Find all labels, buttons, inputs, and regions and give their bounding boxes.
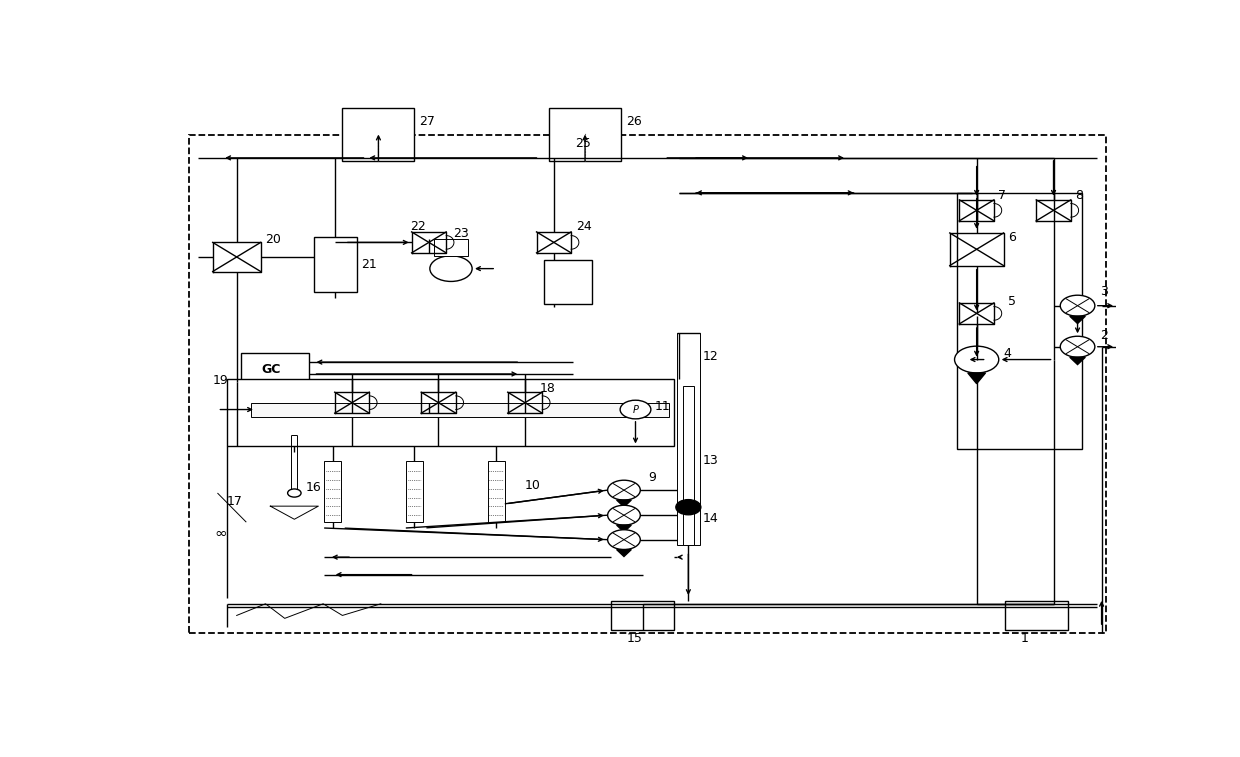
Bar <box>682 386 694 546</box>
Bar <box>242 353 309 385</box>
Text: 17: 17 <box>227 495 243 508</box>
Polygon shape <box>616 500 631 507</box>
Text: 6: 6 <box>1008 231 1017 244</box>
Circle shape <box>1060 336 1095 357</box>
Text: 16: 16 <box>306 481 321 494</box>
Bar <box>250 403 670 416</box>
Bar <box>227 379 675 447</box>
Text: 26: 26 <box>626 115 641 128</box>
Bar <box>314 236 357 292</box>
Text: 20: 20 <box>265 233 281 246</box>
Text: 27: 27 <box>419 115 435 128</box>
Polygon shape <box>616 525 631 532</box>
Text: 21: 21 <box>362 257 377 271</box>
Circle shape <box>430 256 472 282</box>
Circle shape <box>955 346 998 373</box>
Text: 25: 25 <box>575 137 591 150</box>
Bar <box>434 239 469 256</box>
Text: 5: 5 <box>1008 295 1017 308</box>
Text: 3: 3 <box>1100 285 1107 298</box>
Circle shape <box>288 489 301 497</box>
Text: GC: GC <box>262 363 281 375</box>
Polygon shape <box>1070 316 1085 323</box>
Bar <box>324 461 341 522</box>
Text: 12: 12 <box>703 350 718 363</box>
Bar <box>342 108 414 160</box>
Bar <box>611 601 675 630</box>
Text: 10: 10 <box>525 479 541 492</box>
Text: 24: 24 <box>575 220 591 232</box>
Bar <box>544 260 593 304</box>
Bar <box>677 333 699 546</box>
Circle shape <box>620 400 651 419</box>
Bar <box>405 461 423 522</box>
Text: 15: 15 <box>627 632 644 645</box>
Polygon shape <box>616 550 631 556</box>
Polygon shape <box>967 373 986 384</box>
Text: ∞: ∞ <box>215 526 227 541</box>
Text: 11: 11 <box>655 400 671 413</box>
Circle shape <box>676 500 701 515</box>
Text: 9: 9 <box>649 471 656 484</box>
Circle shape <box>1060 295 1095 316</box>
Bar <box>1006 601 1068 630</box>
Text: P: P <box>632 404 639 415</box>
Polygon shape <box>1070 357 1085 365</box>
Text: 7: 7 <box>998 189 1006 202</box>
Text: 13: 13 <box>703 454 718 467</box>
Text: 19: 19 <box>213 374 228 387</box>
Circle shape <box>608 505 640 525</box>
Bar <box>487 461 505 522</box>
Text: 22: 22 <box>409 220 425 232</box>
Text: 23: 23 <box>453 227 469 240</box>
Bar <box>957 193 1083 450</box>
Circle shape <box>608 480 640 500</box>
Bar <box>188 135 1106 633</box>
Text: 1: 1 <box>1021 632 1029 645</box>
Text: 2: 2 <box>1100 329 1107 341</box>
Text: 14: 14 <box>703 512 718 525</box>
Text: 8: 8 <box>1075 189 1083 202</box>
Text: 18: 18 <box>539 382 556 394</box>
Text: 4: 4 <box>1003 347 1012 360</box>
Bar <box>549 108 621 160</box>
Circle shape <box>608 530 640 550</box>
